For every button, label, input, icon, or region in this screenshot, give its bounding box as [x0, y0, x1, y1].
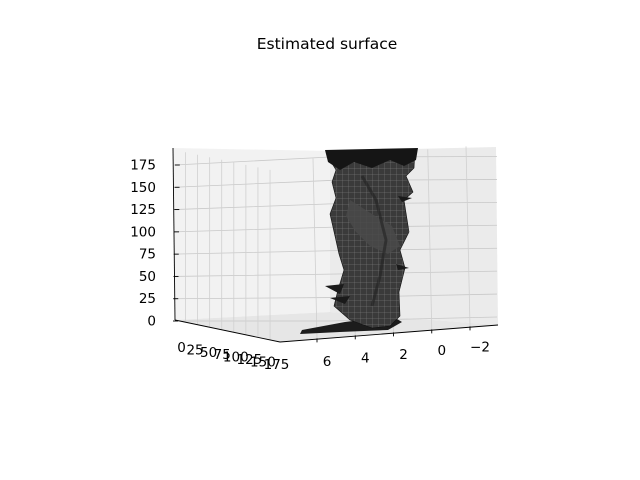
axis-lines: [172, 147, 499, 343]
y-tick-label: 0: [177, 340, 186, 356]
y-tick-label: 125: [236, 352, 262, 368]
z-axis-line: [172, 147, 176, 321]
y-tick-label: 75: [214, 347, 231, 363]
x-tick-label: 0: [437, 343, 446, 359]
x-grid-line: [312, 158, 318, 339]
z-tick-label: 75: [139, 247, 156, 263]
surface-ridge: [360, 175, 388, 307]
z-grid-line: [174, 179, 498, 188]
z-tick-label: 25: [139, 291, 156, 307]
z-grid-line: [173, 293, 498, 300]
z-tick-label: 50: [139, 269, 156, 285]
y-tick-label: 175: [264, 357, 290, 373]
y-axis-line: [174, 319, 281, 343]
surface-top-spikes: [325, 148, 418, 170]
z-grid-line: [173, 270, 498, 277]
x-tick-label: 6: [323, 354, 332, 370]
y-tick-label: 50: [200, 345, 217, 361]
z-grid-line: [172, 316, 498, 322]
x-axis-line: [279, 324, 499, 343]
y-tick-label: 25: [186, 342, 203, 358]
x-grid-line: [465, 146, 471, 327]
y-tick-label: 150: [250, 354, 276, 370]
chart-title: Estimated surface: [257, 35, 398, 53]
left-pane: [173, 148, 330, 320]
surface-mesh: [300, 148, 418, 334]
z-tick-label: 0: [147, 314, 156, 330]
z-tick-label: 175: [130, 158, 156, 174]
z-tick-label: 125: [130, 202, 156, 218]
x-tick-label: −2: [470, 340, 490, 356]
x-grid-line: [427, 149, 433, 330]
z-grid-line: [174, 201, 498, 210]
z-tick-label: 100: [130, 224, 156, 240]
z-grid-line: [174, 224, 498, 233]
x-tick-label: 2: [399, 347, 408, 363]
y-tick-label: 100: [223, 350, 249, 366]
z-grid-line: [173, 247, 498, 255]
z-tick-label: 150: [130, 180, 156, 196]
z-axis-ticks: 0 25 50 75 100 125 150 175: [130, 158, 180, 330]
x-axis-ticks: 6 4 2 0 −2: [316, 326, 490, 370]
x-tick-label: 4: [361, 350, 370, 366]
